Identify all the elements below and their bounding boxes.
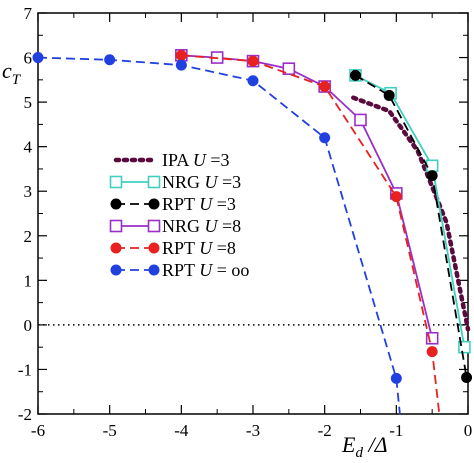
series-line <box>355 74 466 348</box>
data-point <box>319 81 331 93</box>
y-tick-label: 7 <box>24 4 33 23</box>
x-tick-label: -6 <box>31 421 45 440</box>
legend-label: RPT U = oo <box>162 260 249 280</box>
y-tick-label: 3 <box>24 182 33 201</box>
data-point <box>458 340 471 354</box>
legend-swatch-marker <box>147 175 161 189</box>
legend-swatch-marker <box>110 242 122 254</box>
series-4 <box>175 49 441 415</box>
y-tick-label: 0 <box>24 316 33 335</box>
data-point <box>461 371 473 383</box>
data-point <box>175 49 187 61</box>
data-point <box>354 113 367 127</box>
series-2 <box>349 69 473 383</box>
x-tick-label: -4 <box>174 421 189 440</box>
data-point <box>247 75 259 87</box>
legend-swatch-marker <box>148 264 160 276</box>
data-point <box>426 346 438 358</box>
y-tick-label: 1 <box>24 271 33 290</box>
data-point <box>425 159 439 173</box>
legend-swatch-marker <box>148 242 160 254</box>
y-tick-label: 4 <box>24 138 33 157</box>
legend-entry: RPT U =8 <box>110 238 236 258</box>
legend-swatch-marker <box>148 198 160 210</box>
x-tick-label: -2 <box>318 421 332 440</box>
data-point <box>425 331 439 345</box>
legend-entry: RPT U = oo <box>110 260 249 280</box>
x-tick-label: -3 <box>246 421 260 440</box>
x-axis-title: Ed /Δ <box>341 432 387 461</box>
x-tick-label: 0 <box>464 421 473 440</box>
legend-swatch-marker <box>110 264 122 276</box>
data-point <box>390 191 402 203</box>
data-point <box>104 54 116 66</box>
series-0 <box>351 95 471 332</box>
y-tick-label: -1 <box>18 360 32 379</box>
data-point <box>349 69 361 81</box>
series-1 <box>349 69 471 354</box>
data-point <box>426 170 438 182</box>
data-point <box>32 52 44 64</box>
x-tick-label: -5 <box>103 421 117 440</box>
legend-entry: NRG U =8 <box>109 216 241 236</box>
x-tick-label: -1 <box>389 421 403 440</box>
series-line <box>181 54 441 415</box>
legend-swatch-marker <box>109 219 123 233</box>
legend-label: RPT U =3 <box>162 194 236 214</box>
legend-entry: IPA U =3 <box>113 150 230 170</box>
y-tick-label: 5 <box>24 93 33 112</box>
y-tick-label: 2 <box>24 227 33 246</box>
data-point <box>319 132 331 144</box>
legend-label: NRG U =8 <box>162 216 241 236</box>
series-5 <box>32 52 402 415</box>
data-point <box>175 59 187 71</box>
plot-area-border <box>37 12 469 415</box>
legend-label: NRG U =3 <box>162 172 241 192</box>
legend-swatch-marker <box>109 175 123 189</box>
data-point <box>390 372 402 384</box>
legend-entry: RPT U =3 <box>110 194 236 214</box>
legend-swatch-marker <box>110 198 122 210</box>
legend-label: RPT U =8 <box>162 238 236 258</box>
y-axis-title: cT <box>2 58 22 88</box>
legend-swatch-marker <box>147 219 161 233</box>
series-line <box>351 95 471 332</box>
data-point <box>247 55 259 67</box>
series-line <box>355 74 468 378</box>
axis-titles: cT Ed /Δ <box>2 58 387 461</box>
plot-frame <box>37 12 469 415</box>
series-layer <box>32 49 473 415</box>
legend-entry: NRG U =3 <box>109 172 241 192</box>
y-tick-label: 6 <box>24 49 33 68</box>
data-point <box>282 62 296 75</box>
data-point <box>383 89 395 101</box>
legend-label: IPA U =3 <box>162 150 230 170</box>
y-tick-label: -2 <box>18 405 32 424</box>
